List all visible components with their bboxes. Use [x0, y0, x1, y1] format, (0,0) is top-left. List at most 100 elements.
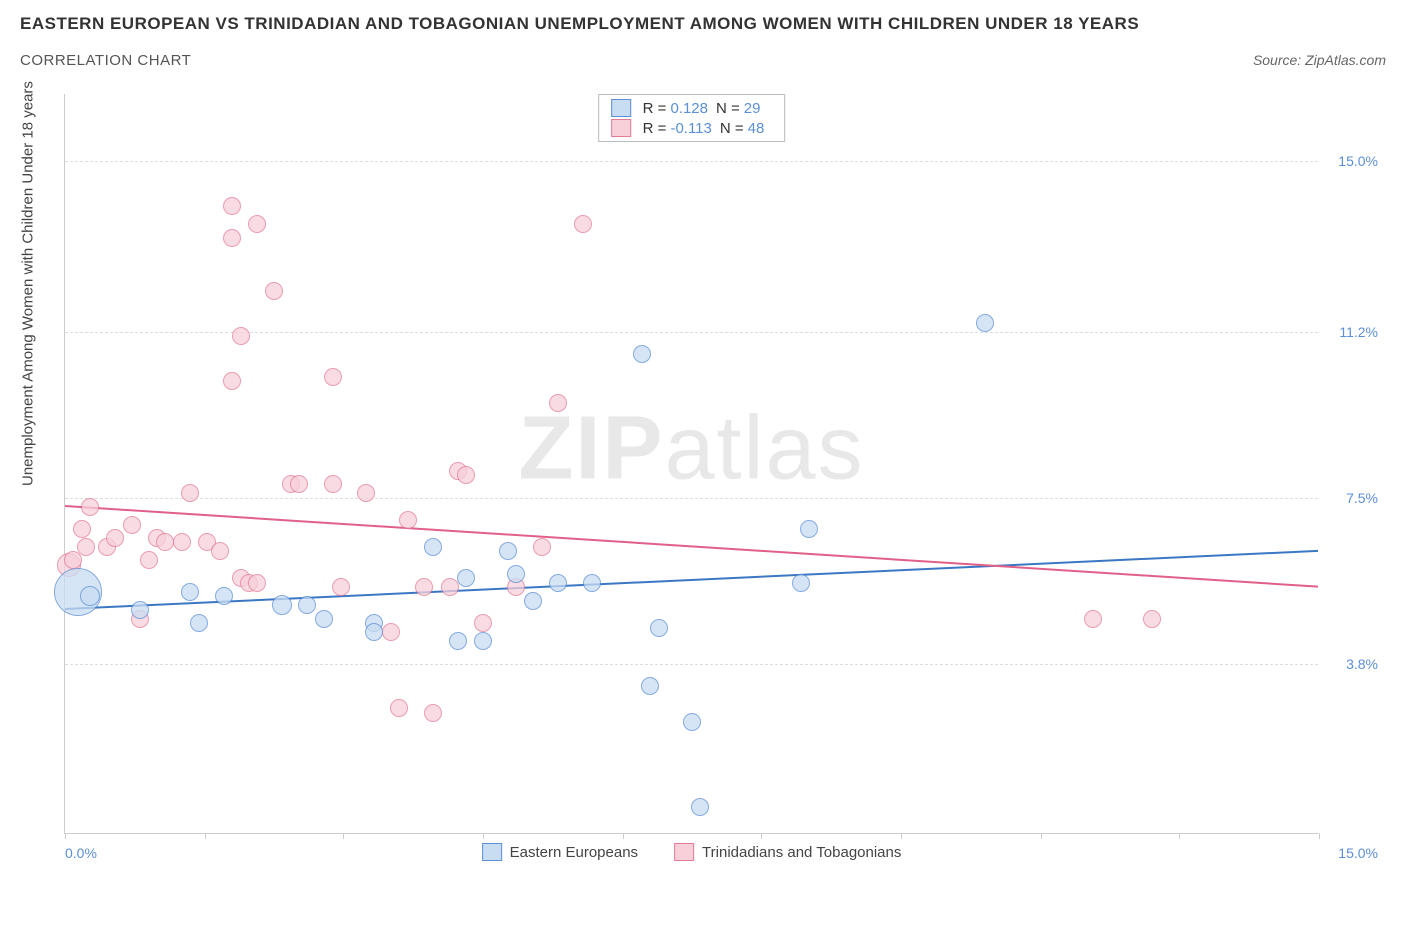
data-point — [474, 632, 492, 650]
data-point — [365, 623, 383, 641]
data-point — [533, 538, 551, 556]
data-point — [976, 314, 994, 332]
x-tick — [343, 833, 344, 839]
stats-row: R =-0.113N =48 — [611, 119, 773, 137]
x-axis-max-label: 15.0% — [1338, 845, 1378, 861]
plot-area: ZIPatlas R =0.128N =29R =-0.113N =48 Eas… — [64, 94, 1318, 834]
chart-title: EASTERN EUROPEAN VS TRINIDADIAN AND TOBA… — [20, 14, 1386, 34]
data-point — [223, 229, 241, 247]
data-point — [324, 475, 342, 493]
data-point — [131, 601, 149, 619]
legend-swatch — [674, 843, 694, 861]
data-point — [507, 565, 525, 583]
x-tick — [1319, 833, 1320, 839]
data-point — [792, 574, 810, 592]
data-point — [457, 569, 475, 587]
data-point — [499, 542, 517, 560]
stats-row: R =0.128N =29 — [611, 99, 773, 117]
gridline — [65, 498, 1318, 499]
data-point — [800, 520, 818, 538]
data-point — [223, 372, 241, 390]
y-tick-label: 7.5% — [1346, 490, 1378, 506]
data-point — [1084, 610, 1102, 628]
data-point — [248, 215, 266, 233]
data-point — [441, 578, 459, 596]
data-point — [683, 713, 701, 731]
data-point — [1143, 610, 1161, 628]
stats-text: R =0.128N =29 — [643, 100, 769, 117]
data-point — [574, 215, 592, 233]
data-point — [290, 475, 308, 493]
data-point — [549, 574, 567, 592]
gridline — [65, 664, 1318, 665]
data-point — [324, 368, 342, 386]
x-tick — [623, 833, 624, 839]
stats-text: R =-0.113N =48 — [643, 120, 773, 137]
data-point — [106, 529, 124, 547]
data-point — [190, 614, 208, 632]
data-point — [332, 578, 350, 596]
legend-label: Trinidadians and Tobagonians — [702, 844, 901, 861]
data-point — [265, 282, 283, 300]
data-point — [77, 538, 95, 556]
y-tick-label: 3.8% — [1346, 656, 1378, 672]
y-tick-label: 11.2% — [1339, 324, 1378, 340]
data-point — [633, 345, 651, 363]
data-point — [474, 614, 492, 632]
legend-item: Eastern Europeans — [482, 843, 638, 861]
series-swatch — [611, 99, 631, 117]
data-point — [81, 498, 99, 516]
data-point — [449, 632, 467, 650]
data-point — [298, 596, 316, 614]
data-point — [390, 699, 408, 717]
x-tick — [1041, 833, 1042, 839]
data-point — [457, 466, 475, 484]
x-tick — [761, 833, 762, 839]
data-point — [211, 542, 229, 560]
legend-bottom: Eastern Europeans Trinidadians and Tobago… — [482, 843, 902, 861]
x-tick — [205, 833, 206, 839]
x-tick — [1179, 833, 1180, 839]
stats-legend-box: R =0.128N =29 R =-0.113N =48 — [598, 94, 786, 142]
data-point — [424, 704, 442, 722]
legend-item: Trinidadians and Tobagonians — [674, 843, 901, 861]
x-axis-min-label: 0.0% — [65, 845, 97, 861]
correlation-chart: Unemployment Among Women with Children U… — [20, 88, 1386, 883]
data-point — [123, 516, 141, 534]
chart-subtitle: CORRELATION CHART — [20, 52, 191, 69]
data-point — [315, 610, 333, 628]
data-point — [173, 533, 191, 551]
y-tick-label: 15.0% — [1338, 153, 1378, 169]
data-point — [650, 619, 668, 637]
x-tick — [483, 833, 484, 839]
data-point — [181, 484, 199, 502]
data-point — [232, 327, 250, 345]
legend-swatch — [482, 843, 502, 861]
series-swatch — [611, 119, 631, 137]
gridline — [65, 161, 1318, 162]
data-point — [272, 595, 292, 615]
data-point — [357, 484, 375, 502]
data-point — [382, 623, 400, 641]
data-point — [140, 551, 158, 569]
data-point — [223, 197, 241, 215]
data-point — [248, 574, 266, 592]
data-point — [215, 587, 233, 605]
data-point — [641, 677, 659, 695]
data-point — [424, 538, 442, 556]
data-point — [156, 533, 174, 551]
data-point — [549, 394, 567, 412]
data-point — [181, 583, 199, 601]
source-attribution: Source: ZipAtlas.com — [1253, 52, 1386, 68]
data-point — [80, 586, 100, 606]
data-point — [73, 520, 91, 538]
legend-label: Eastern Europeans — [510, 844, 638, 861]
watermark: ZIPatlas — [518, 397, 864, 500]
data-point — [524, 592, 542, 610]
data-point — [415, 578, 433, 596]
data-point — [583, 574, 601, 592]
data-point — [399, 511, 417, 529]
data-point — [691, 798, 709, 816]
y-axis-title: Unemployment Among Women with Children U… — [20, 81, 37, 486]
x-tick — [65, 833, 66, 839]
